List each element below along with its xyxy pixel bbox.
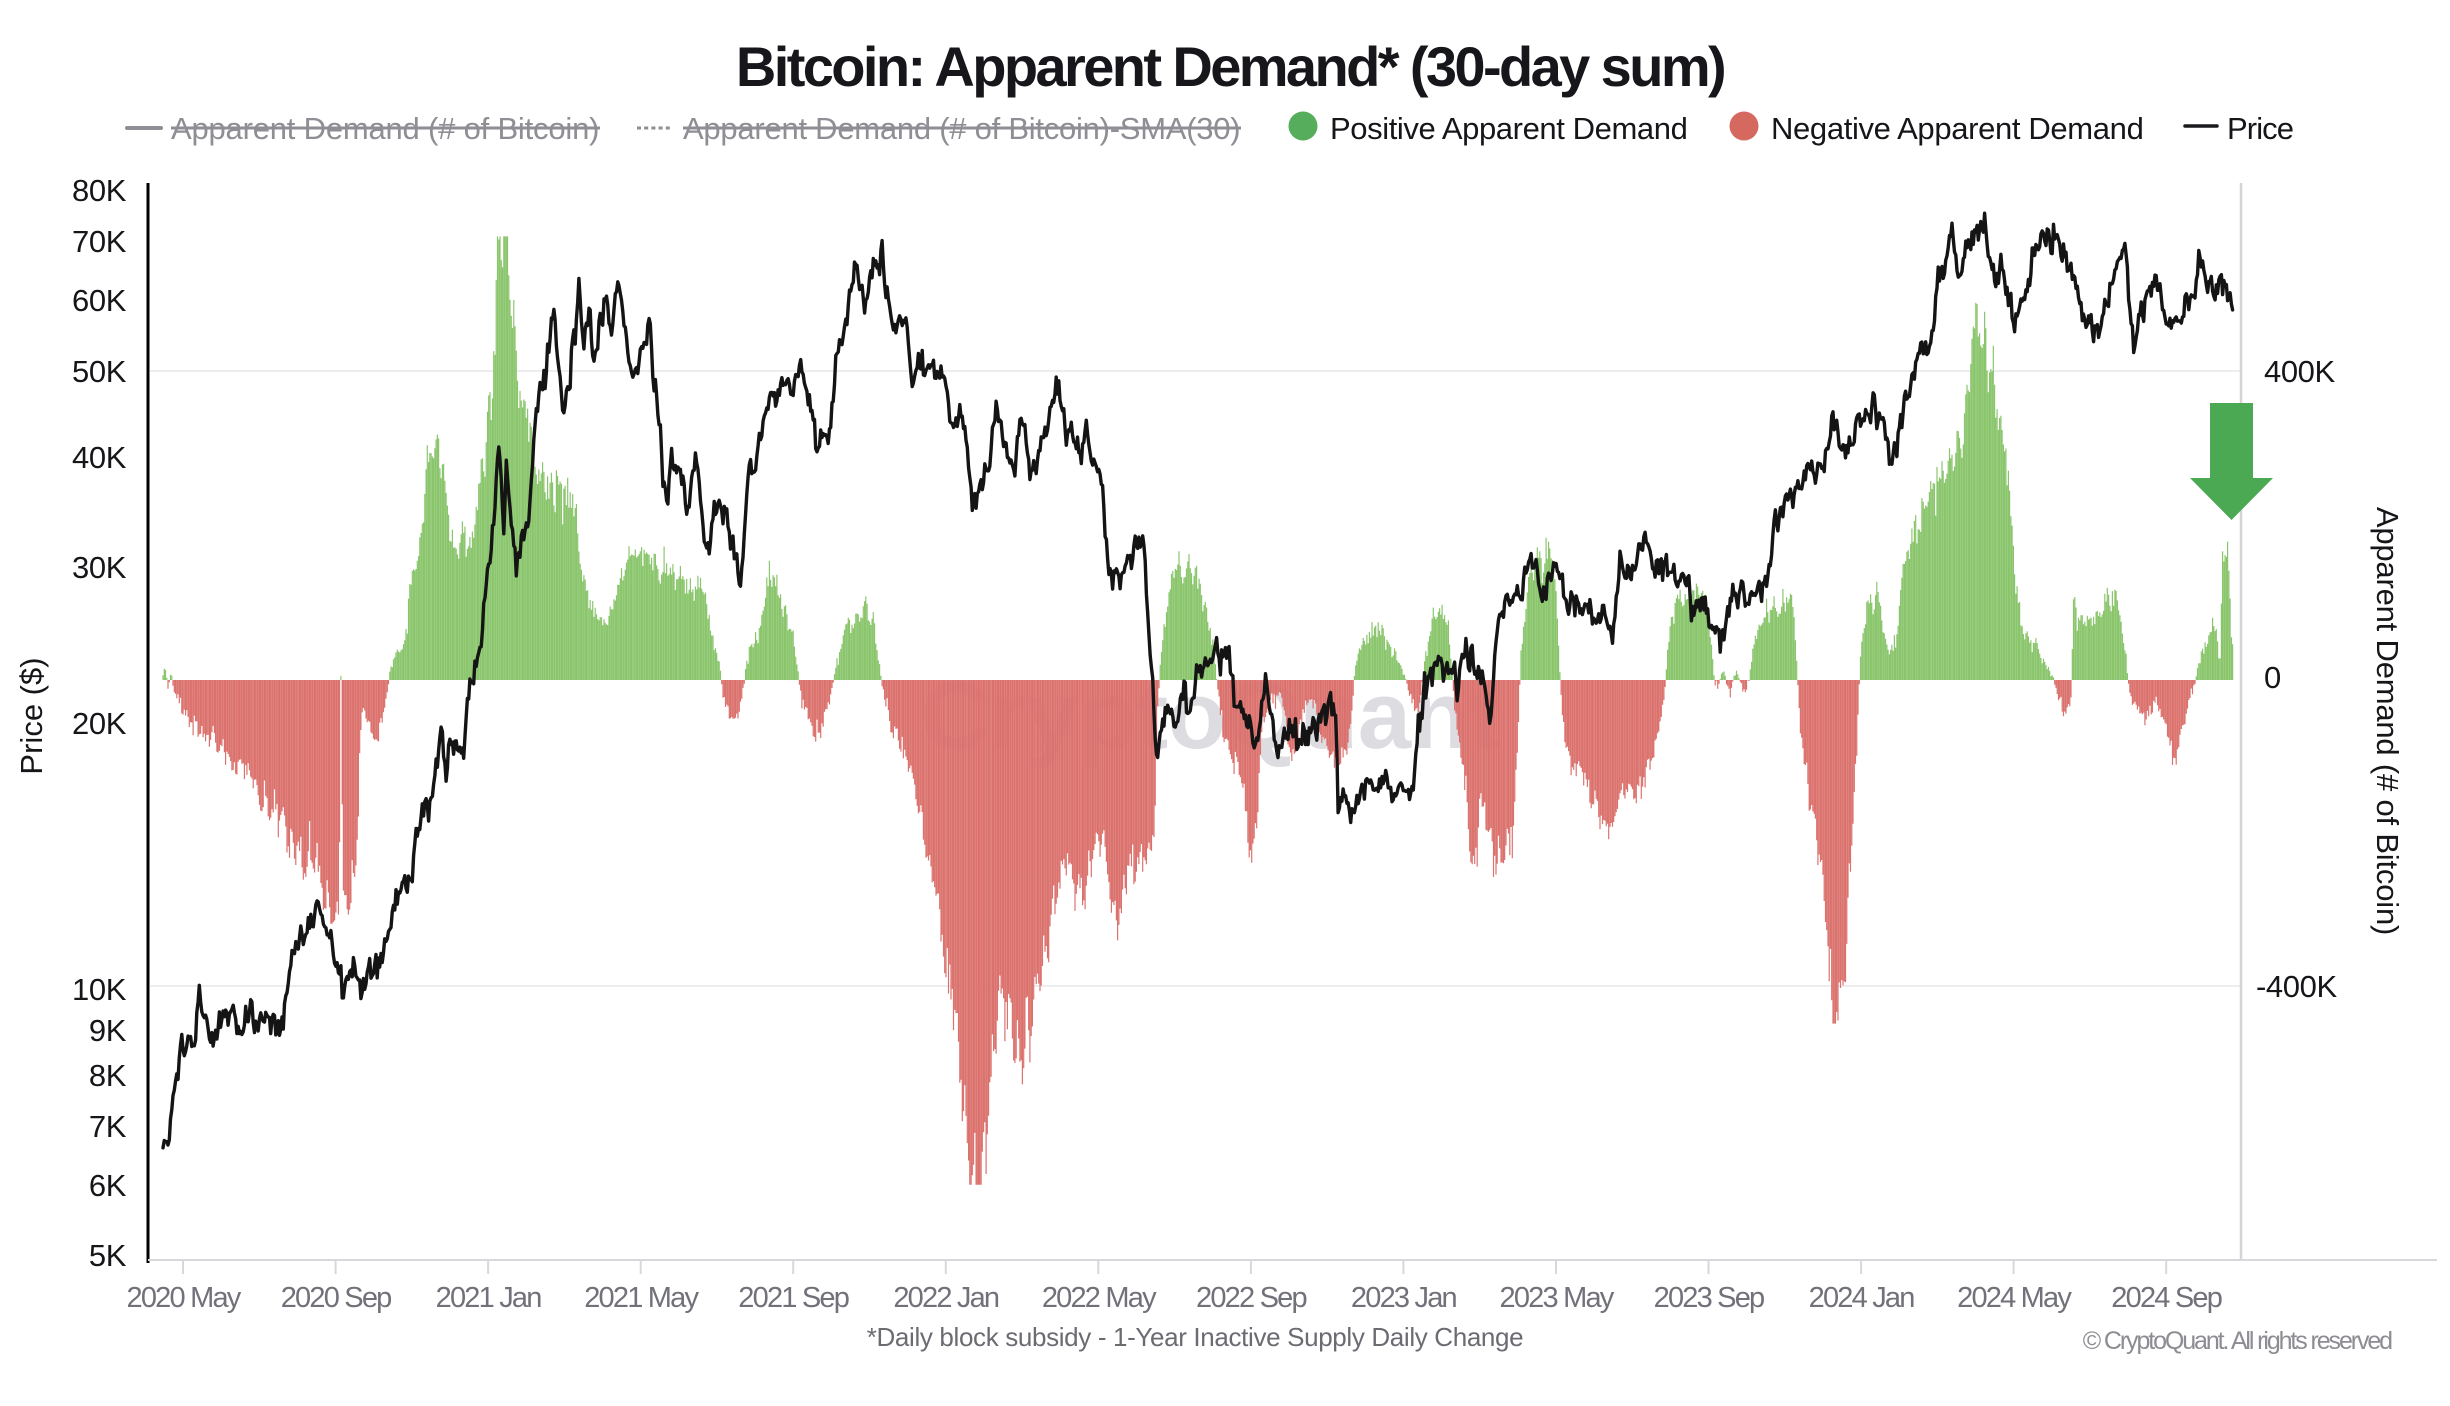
svg-text:2021 Jan: 2021 Jan bbox=[436, 1282, 542, 1314]
svg-text:Apparent Demand (# of Bitcoin): Apparent Demand (# of Bitcoin) bbox=[2370, 507, 2405, 935]
svg-text:Bitcoin: Apparent Demand* (30-: Bitcoin: Apparent Demand* (30-day sum) bbox=[736, 35, 1724, 98]
svg-text:8K: 8K bbox=[89, 1058, 127, 1093]
svg-text:2020 Sep: 2020 Sep bbox=[281, 1282, 391, 1314]
svg-text:60K: 60K bbox=[72, 283, 127, 318]
svg-text:*Daily block subsidy - 1-Year: *Daily block subsidy - 1-Year Inactive S… bbox=[867, 1322, 1524, 1352]
svg-text:2020 May: 2020 May bbox=[127, 1282, 242, 1314]
svg-text:2022 May: 2022 May bbox=[1042, 1282, 1157, 1314]
svg-text:40K: 40K bbox=[72, 440, 127, 475]
svg-text:Positive Apparent Demand: Positive Apparent Demand bbox=[1330, 111, 1687, 146]
svg-text:Price: Price bbox=[2227, 111, 2293, 146]
svg-text:2024 Jan: 2024 Jan bbox=[1809, 1282, 1915, 1314]
svg-text:2023 Sep: 2023 Sep bbox=[1654, 1282, 1764, 1314]
svg-text:Negative Apparent Demand: Negative Apparent Demand bbox=[1771, 111, 2143, 146]
svg-text:Price ($): Price ($) bbox=[14, 657, 49, 774]
svg-text:80K: 80K bbox=[72, 173, 127, 208]
svg-text:2022 Sep: 2022 Sep bbox=[1196, 1282, 1306, 1314]
svg-text:6K: 6K bbox=[89, 1168, 127, 1203]
svg-text:70K: 70K bbox=[72, 224, 127, 259]
svg-text:9K: 9K bbox=[89, 1013, 127, 1048]
svg-text:10K: 10K bbox=[72, 972, 127, 1007]
svg-text:400K: 400K bbox=[2264, 354, 2336, 389]
svg-text:20K: 20K bbox=[72, 706, 127, 741]
svg-text:© CryptoQuant. All rights rese: © CryptoQuant. All rights reserved bbox=[2083, 1327, 2392, 1355]
svg-text:30K: 30K bbox=[72, 550, 127, 585]
svg-text:2023 May: 2023 May bbox=[1500, 1282, 1615, 1314]
svg-text:2021 May: 2021 May bbox=[584, 1282, 699, 1314]
svg-text:2024 May: 2024 May bbox=[1957, 1282, 2072, 1314]
svg-text:-400K: -400K bbox=[2256, 969, 2337, 1004]
svg-text:2022 Jan: 2022 Jan bbox=[893, 1282, 999, 1314]
svg-text:50K: 50K bbox=[72, 354, 127, 389]
svg-text:2021 Sep: 2021 Sep bbox=[738, 1282, 848, 1314]
svg-text:2023 Jan: 2023 Jan bbox=[1351, 1282, 1457, 1314]
svg-text:2024 Sep: 2024 Sep bbox=[2111, 1282, 2221, 1314]
svg-text:5K: 5K bbox=[89, 1238, 127, 1273]
svg-text:0: 0 bbox=[2264, 660, 2281, 695]
svg-text:7K: 7K bbox=[89, 1109, 127, 1144]
